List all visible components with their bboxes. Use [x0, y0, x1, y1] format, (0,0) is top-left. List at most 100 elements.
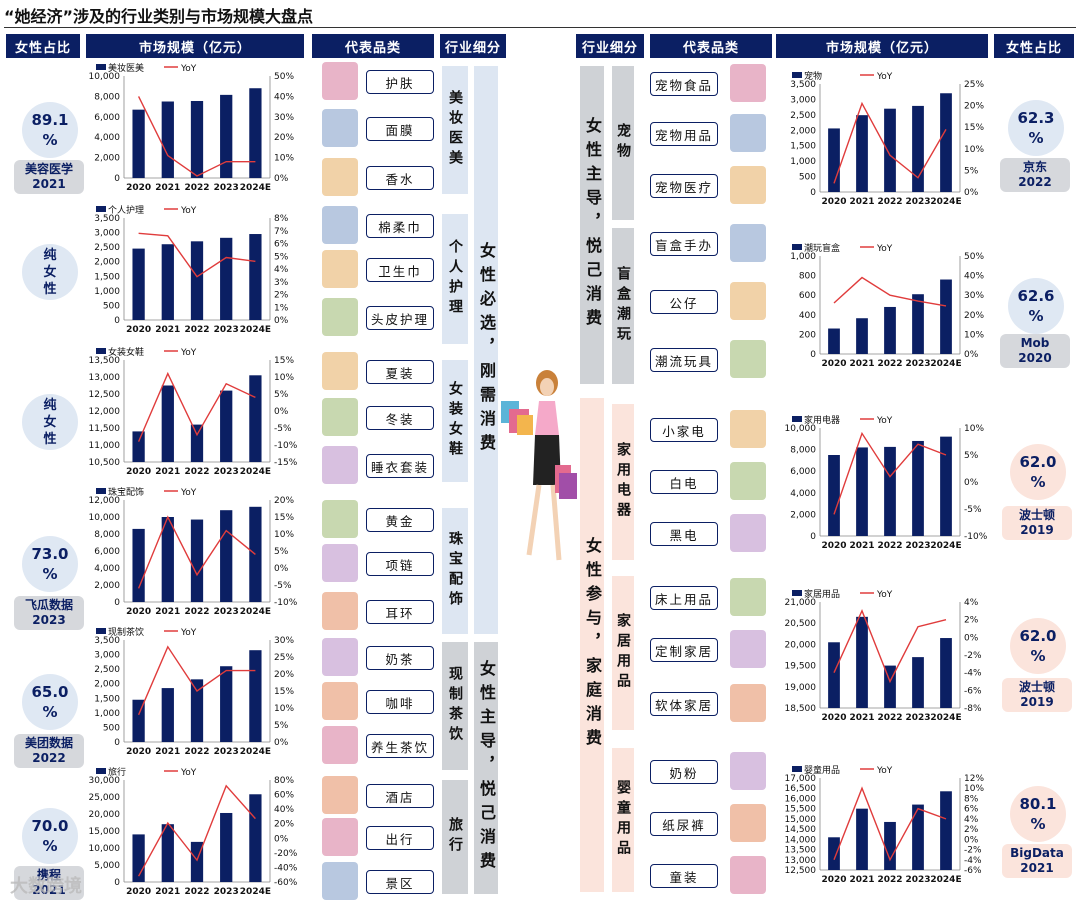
- bar-2022: [884, 665, 896, 708]
- y-tick-label: 500: [103, 723, 120, 733]
- segment-apparel: 女装女鞋: [442, 360, 468, 482]
- y2-tick-label: 4%: [274, 265, 289, 275]
- y2-tick-label: -4%: [964, 669, 982, 679]
- y-tick-label: 2,000: [94, 258, 120, 268]
- right-item-4-0: 奶粉: [650, 760, 718, 784]
- x-tick-label: 2023: [214, 325, 239, 335]
- legend-bar-swatch: [792, 244, 802, 250]
- y2-tick-label: 20%: [274, 820, 294, 830]
- y-tick-label: 6,000: [94, 113, 120, 123]
- y-tick-label: 0: [810, 188, 816, 198]
- bar-2022: [884, 108, 896, 192]
- x-tick-label: 2020: [126, 325, 151, 335]
- right-item-image-1-2: [730, 340, 766, 378]
- y-tick-label: 11,000: [89, 441, 121, 451]
- left-item-image-0-1: [322, 109, 358, 147]
- group-right-self-pleasing: 女性主导，悦己消费: [580, 66, 604, 384]
- right-item-image-4-1: [730, 804, 766, 842]
- right-item-image-2-1: [730, 462, 766, 500]
- chart-svg-10: 婴童用品 YoY12,50013,00013,50014,00014,50015,…: [785, 764, 985, 885]
- y2-tick-label: 30%: [964, 291, 984, 301]
- y2-tick-label: 7%: [274, 227, 289, 237]
- x-tick-label: 2022: [877, 713, 902, 723]
- y2-tick-label: 2%: [274, 291, 289, 301]
- legend-line-label: YoY: [180, 64, 197, 74]
- header-right-segment: 行业细分: [576, 34, 644, 58]
- left-item-image-1-2: [322, 298, 358, 336]
- bar-2023: [220, 237, 233, 320]
- bar-2020: [132, 248, 145, 320]
- y-tick-label: 2,000: [790, 126, 816, 136]
- legend-bar-swatch: [792, 766, 802, 772]
- chart-svg-8: 家用电器 YoY 0 2,000 4,000 6,000 8,000 10,000 -10% -5…: [785, 414, 988, 551]
- x-tick-label: 2023: [905, 713, 930, 723]
- chart-home-goods: 家居用品 YoY 18,500 19,000 19,500 20,000 20,500 21,…: [776, 588, 996, 726]
- legend-line-label: YoY: [876, 416, 893, 426]
- y-tick-label: 2,500: [94, 243, 120, 253]
- x-tick-label: 2024E: [930, 359, 961, 369]
- y2-tick-label: 6%: [964, 805, 979, 815]
- legend-bar-swatch: [96, 768, 106, 774]
- left-item-0-2: 香水: [366, 166, 434, 190]
- y-tick-label: 16,500: [785, 784, 817, 794]
- y-tick-label: 18,500: [785, 704, 817, 714]
- group-left-self-pleasing: 女性主导，悦己消费: [474, 642, 498, 894]
- chart-beauty: 美妆医美 YoY 0 2,000 4,000 6,000 8,000 10,000 0% 10% 2…: [80, 62, 306, 196]
- segment-pets: 宠物: [612, 66, 634, 220]
- bar-2024E: [249, 506, 262, 602]
- group-left-necessity: 女性必选，刚需消费: [474, 66, 498, 634]
- bar-2021: [856, 808, 868, 870]
- bar-2021: [161, 101, 174, 178]
- bar-2020: [132, 109, 145, 178]
- bar-2021: [161, 688, 174, 742]
- y-tick-label: 2,000: [94, 154, 120, 164]
- bar-2024E: [249, 650, 262, 742]
- y2-tick-label: 2%: [964, 825, 979, 835]
- y2-tick-label: 0%: [274, 407, 289, 417]
- y-tick-label: 12,500: [785, 866, 817, 876]
- yoy-line: [137, 371, 256, 442]
- header-right-items: 代表品类: [650, 34, 772, 58]
- legend-bar-swatch: [96, 488, 106, 494]
- y-tick-label: 30,000: [89, 776, 121, 786]
- bar-2024E: [940, 436, 952, 536]
- y2-tick-label: 0%: [274, 834, 289, 844]
- x-tick-label: 2020: [821, 875, 846, 885]
- y2-tick-label: 15%: [274, 687, 294, 697]
- left-item-image-1-1: [322, 250, 358, 288]
- bar-2022: [190, 424, 204, 462]
- right-item-4-2: 童装: [650, 864, 718, 888]
- y-tick-label: 3,000: [94, 229, 120, 239]
- bar-2024E: [940, 638, 952, 708]
- y-tick-label: 600: [799, 291, 816, 301]
- y2-tick-label: 80%: [274, 776, 294, 786]
- bar-2023: [220, 390, 233, 462]
- x-tick-label: 2022: [877, 541, 902, 551]
- share-circle-apparel: 纯 女 性: [22, 394, 78, 450]
- right-item-image-1-0: [730, 224, 766, 262]
- x-tick-label: 2021: [849, 875, 874, 885]
- x-tick-label: 2024E: [930, 713, 961, 723]
- title-rule: [4, 27, 1076, 28]
- bar-2020: [132, 528, 145, 602]
- legend-line-label: YoY: [180, 768, 197, 778]
- bar-2023: [912, 105, 924, 192]
- y-tick-label: 2,000: [94, 680, 120, 690]
- y-tick-label: 0: [114, 598, 120, 608]
- left-item-image-3-1: [322, 544, 358, 582]
- y2-tick-label: 50%: [274, 72, 294, 82]
- y-tick-label: 15,000: [89, 827, 121, 837]
- y2-tick-label: 15%: [274, 513, 294, 523]
- segment-baby: 婴童用品: [612, 748, 634, 892]
- legend-line-label: YoY: [180, 206, 197, 216]
- header-left-items: 代表品类: [312, 34, 434, 58]
- y2-tick-label: 0%: [964, 478, 979, 488]
- bar-2022: [190, 241, 204, 320]
- yoy-line: [137, 784, 256, 877]
- y2-tick-label: 20%: [964, 102, 984, 112]
- x-tick-label: 2022: [877, 197, 902, 207]
- legend-line-label: YoY: [180, 628, 197, 638]
- legend-bar-label: 珠宝配饰: [108, 486, 144, 498]
- y-tick-label: 0: [114, 174, 120, 184]
- segment-personal-care: 个人护理: [442, 214, 468, 344]
